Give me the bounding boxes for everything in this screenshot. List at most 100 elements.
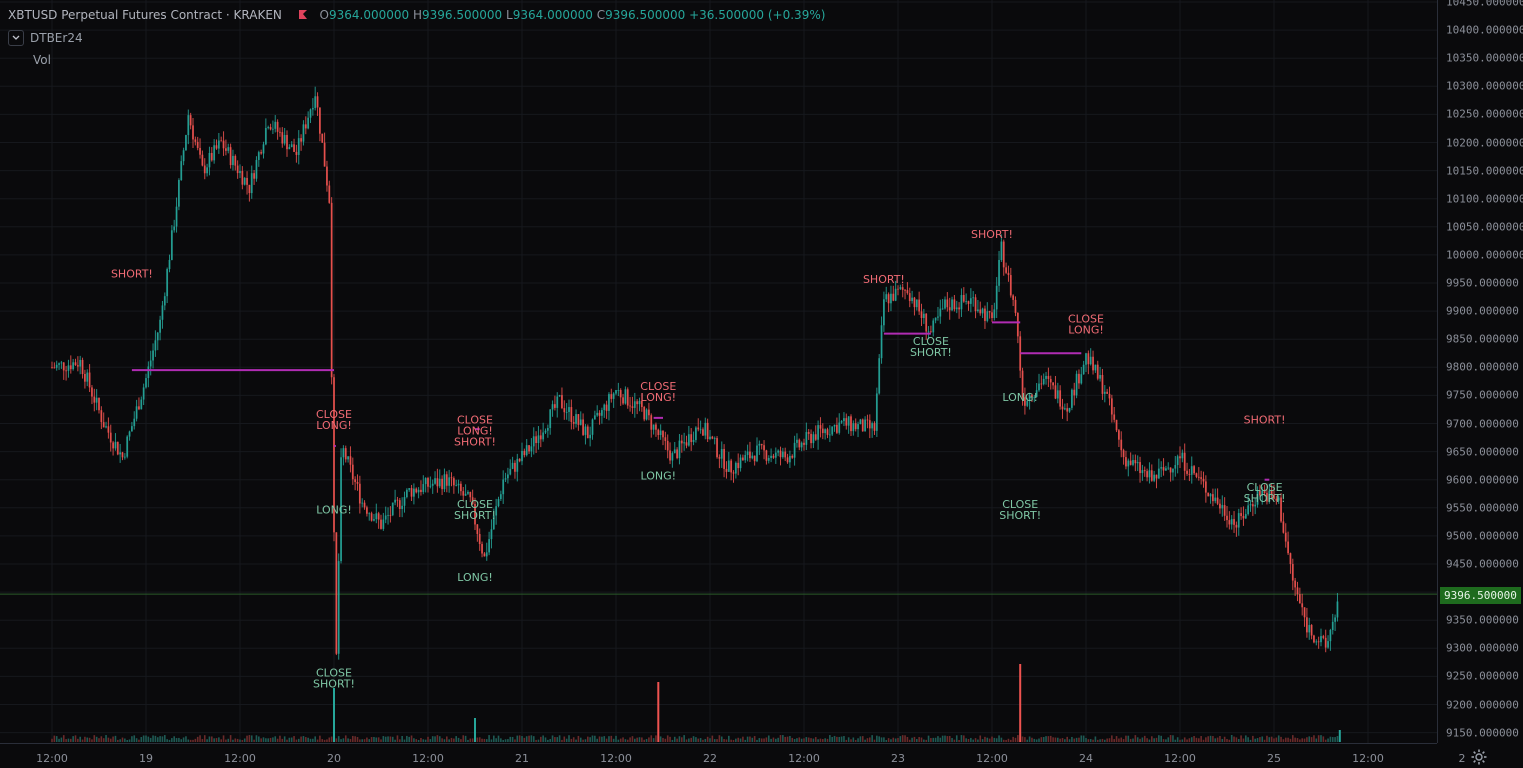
candle-body: [201, 154, 204, 166]
volume-bar: [1169, 735, 1172, 742]
volume-bar: [547, 739, 549, 742]
candle-body: [413, 488, 415, 497]
candle-body: [648, 409, 650, 416]
volume-bar: [1153, 738, 1155, 742]
volume-bar: [706, 736, 709, 742]
candle-body: [850, 416, 852, 432]
time-tick-label: 12:00: [600, 752, 632, 765]
candle-body: [598, 412, 601, 416]
candle-body: [328, 185, 331, 203]
volume-bar: [354, 736, 356, 742]
volume-bar: [330, 736, 333, 742]
candle-body: [1244, 514, 1247, 519]
volume-bar: [51, 738, 53, 742]
volume-bar: [913, 736, 916, 742]
volume-bar: [514, 739, 516, 742]
volume-bar: [359, 739, 361, 742]
candle-body: [927, 331, 930, 333]
volume-bar: [911, 737, 913, 742]
candle-body: [206, 167, 208, 174]
volume-bar: [589, 737, 591, 742]
collapse-button[interactable]: [8, 30, 24, 46]
candle-body: [1141, 470, 1144, 474]
candle-body: [156, 332, 159, 341]
candle-body: [800, 442, 803, 448]
volume-bar: [427, 736, 429, 742]
volume-label[interactable]: Vol: [33, 53, 51, 67]
candle-body: [897, 288, 899, 290]
volume-bar: [591, 735, 594, 742]
candle-body: [977, 309, 979, 312]
candle-body: [972, 297, 975, 299]
volume-bar: [822, 739, 824, 742]
candle-body: [991, 312, 993, 319]
candle-body: [199, 147, 201, 155]
candle-body: [920, 311, 923, 318]
price-tick-label: 10400.000000: [1446, 23, 1523, 37]
volume-bar: [180, 739, 183, 742]
volume-bar: [147, 736, 150, 742]
candle-body: [504, 478, 507, 480]
candle-body: [481, 544, 483, 554]
volume-bar: [117, 739, 119, 742]
volume-bar: [655, 735, 657, 742]
candle-body: [659, 430, 662, 436]
last-price-label: 9396.500000: [1440, 587, 1521, 604]
candle-body: [1183, 452, 1186, 471]
candle-body: [217, 140, 220, 149]
candle-body: [742, 457, 744, 461]
gear-icon[interactable]: [1470, 748, 1488, 766]
volume-bar: [467, 739, 469, 742]
candle-body: [109, 432, 112, 443]
volume-bar: [105, 735, 107, 742]
volume-bar: [215, 738, 218, 742]
candle-body: [192, 125, 194, 140]
time-axis[interactable]: 12:00 19 12:00 20 12:00 21 12:00 22 12:00 23 12:00…: [0, 743, 1466, 768]
flag-icon[interactable]: [298, 10, 308, 20]
candle-body: [652, 424, 655, 430]
candle-body: [1336, 601, 1339, 618]
volume-bar: [1094, 736, 1097, 742]
signal-label-line: CLOSE: [1068, 312, 1104, 325]
volume-bar: [1122, 739, 1125, 742]
signal-label-line: LONG!: [1002, 391, 1038, 404]
candle-body: [507, 474, 509, 479]
signal-label: CLOSE LONG!: [1068, 312, 1104, 336]
volume-bar: [265, 738, 267, 742]
volume-bar: [739, 738, 742, 742]
candle-body: [121, 452, 124, 458]
volume-bar: [525, 736, 528, 742]
volume-bar: [958, 739, 960, 742]
volume-bar: [556, 737, 559, 742]
indicator-name[interactable]: DTBEr24: [30, 31, 83, 45]
candle-body: [593, 415, 596, 420]
candle-body: [1179, 456, 1181, 459]
candle-body: [528, 445, 530, 452]
candle-body: [1063, 408, 1066, 410]
volume-bar: [1176, 737, 1179, 742]
volume-bar: [342, 738, 345, 742]
candle-body: [739, 457, 742, 469]
candle-body: [1028, 394, 1031, 401]
candle-body: [1280, 497, 1282, 522]
price-chart[interactable]: SHORT!CLOSE LONG!LONG!CLOSE SHORT!CLOSE LON…: [0, 0, 1437, 743]
candle-body: [937, 316, 939, 318]
volume-bar: [716, 739, 718, 742]
candle-body: [951, 299, 953, 311]
volume-bar: [507, 739, 509, 742]
candle-body: [828, 434, 831, 436]
signal-label-line: CLOSE: [913, 335, 949, 348]
candle-body: [868, 420, 871, 429]
volume-bar: [142, 735, 145, 742]
volume-bar: [561, 739, 563, 742]
candle-body: [1094, 364, 1097, 371]
candle-body: [67, 365, 70, 371]
candle-body: [366, 507, 368, 514]
volume-bar: [1082, 735, 1085, 742]
candle-body: [1045, 375, 1047, 379]
candle-body: [116, 441, 119, 455]
volume-bar: [1151, 736, 1153, 742]
price-axis[interactable]: 10450.000000 10400.000000 10350.000000 1030…: [1437, 0, 1523, 743]
volume-bar: [1057, 737, 1059, 742]
volume-bar: [248, 735, 251, 742]
